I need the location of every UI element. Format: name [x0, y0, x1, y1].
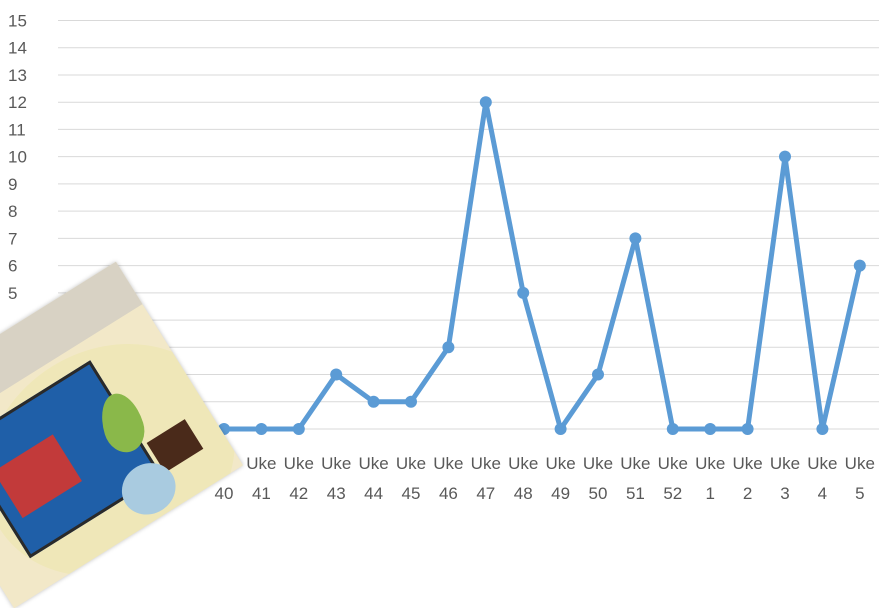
x-tick-prefix: Uke	[658, 454, 688, 473]
x-tick-prefix: Uke	[396, 454, 426, 473]
x-tick-label: 2	[743, 484, 752, 502]
x-tick-label: 52	[663, 484, 682, 502]
y-tick-label: 14	[8, 39, 27, 58]
data-point	[442, 341, 455, 354]
x-tick-label: 49	[551, 484, 570, 502]
data-point	[255, 423, 268, 435]
x-tick-label: 48	[514, 484, 533, 502]
x-tick-prefix: Uke	[695, 454, 725, 473]
x-tick-prefix: Uke	[246, 454, 276, 473]
y-tick-label: 10	[8, 148, 27, 167]
data-point	[517, 286, 530, 299]
y-tick-label: 8	[8, 202, 17, 221]
data-point	[592, 368, 604, 381]
x-tick-prefix: Uke	[583, 454, 613, 473]
data-point	[629, 232, 642, 245]
data-point	[330, 368, 343, 381]
x-tick-label: 4	[818, 484, 827, 502]
data-point	[666, 423, 679, 435]
x-tick-label: 1	[705, 484, 714, 502]
x-tick-label: 42	[289, 484, 308, 502]
x-tick-label: 45	[402, 484, 421, 502]
x-tick-prefix: Uke	[770, 454, 800, 473]
x-tick-label: 50	[589, 484, 608, 502]
x-tick-label: 3	[780, 484, 789, 502]
x-tick-label: 44	[364, 484, 383, 502]
data-point	[405, 395, 417, 408]
x-tick-label: 43	[327, 484, 346, 502]
y-tick-label: 5	[8, 284, 17, 303]
series-polyline	[221, 99, 863, 432]
x-tick-prefix: Uke	[845, 454, 875, 473]
series-line	[218, 96, 866, 435]
x-tick-prefix: Uke	[620, 454, 650, 473]
y-tick-label: 6	[8, 257, 17, 276]
x-tick-prefix: Uke	[321, 454, 351, 473]
gridlines	[58, 20, 879, 430]
y-tick-label: 11	[8, 120, 26, 139]
data-point	[554, 423, 567, 435]
x-tick-label: 40	[215, 484, 234, 502]
x-tick-prefix: Uke	[471, 454, 501, 473]
x-tick-label: 51	[626, 484, 645, 502]
data-point	[741, 423, 754, 435]
y-axis: 15 14 13 12 11 10 9 8 7 6 5	[8, 12, 27, 303]
y-tick-label: 15	[8, 12, 27, 31]
x-tick-label: 5	[855, 484, 864, 502]
x-axis: Uke40Uke41Uke42Uke43Uke44Uke45Uke46Uke47…	[209, 454, 875, 502]
x-tick-prefix: Uke	[508, 454, 538, 473]
x-tick-prefix: Uke	[433, 454, 463, 473]
x-tick-prefix: Uke	[545, 454, 575, 473]
x-tick-label: 46	[439, 484, 458, 502]
x-tick-label: 41	[252, 484, 271, 502]
data-point	[816, 423, 829, 435]
y-tick-label: 13	[8, 66, 27, 85]
x-tick-prefix: Uke	[807, 454, 837, 473]
data-point	[853, 259, 866, 272]
y-tick-label: 9	[8, 175, 17, 194]
y-tick-label: 7	[8, 229, 17, 248]
data-point	[367, 395, 380, 408]
x-tick-prefix: Uke	[732, 454, 762, 473]
x-tick-prefix: Uke	[284, 454, 314, 473]
data-point	[779, 150, 791, 163]
data-point	[704, 423, 717, 435]
y-tick-label: 12	[8, 93, 27, 112]
x-tick-prefix: Uke	[358, 454, 388, 473]
data-point	[479, 96, 492, 109]
data-point	[292, 423, 305, 435]
x-tick-label: 47	[476, 484, 495, 502]
